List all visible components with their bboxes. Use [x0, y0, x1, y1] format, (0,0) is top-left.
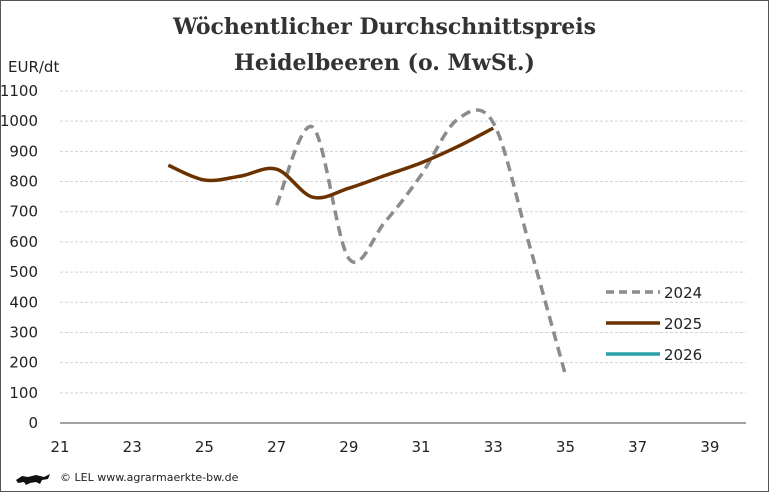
- footer-copyright: © LEL www.agrarmaerkte-bw.de: [60, 471, 239, 484]
- y-tick-label: 900: [9, 142, 38, 160]
- y-tick-label: 500: [9, 263, 38, 281]
- y-axis-label: EUR/dt: [8, 58, 60, 76]
- chart-title-line1: Wöchentlicher Durchschnittspreis: [172, 14, 597, 40]
- x-tick-label: 31: [412, 438, 431, 456]
- series-line-2024: [275, 108, 568, 376]
- y-tick-label: 0: [28, 414, 38, 432]
- y-tick-label: 800: [9, 173, 38, 191]
- x-tick-label: 29: [339, 438, 358, 456]
- x-tick-label: 37: [628, 438, 647, 456]
- y-tick-label: 100: [9, 384, 38, 402]
- legend-label-2026: 2026: [664, 346, 702, 364]
- y-tick-label: 400: [9, 293, 38, 311]
- legend-label-2024: 2024: [664, 284, 702, 302]
- series-line-2025: [167, 126, 495, 200]
- y-tick-label: 1000: [0, 112, 38, 130]
- x-tick-label: 39: [700, 438, 719, 456]
- y-tick-label: 1100: [0, 82, 38, 100]
- y-tick-label: 700: [9, 203, 38, 221]
- legend-label-2025: 2025: [664, 315, 702, 333]
- lion-logo-icon: [16, 474, 50, 485]
- x-tick-label: 35: [556, 438, 575, 456]
- x-tick-label: 25: [195, 438, 214, 456]
- x-tick-label: 27: [267, 438, 286, 456]
- x-tick-label: 21: [50, 438, 69, 456]
- chart-title-line2: Heidelbeeren (o. MwSt.): [234, 50, 535, 76]
- x-tick-label: 33: [484, 438, 503, 456]
- y-tick-label: 200: [9, 354, 38, 372]
- y-tick-label: 600: [9, 233, 38, 251]
- y-tick-label: 300: [9, 323, 38, 341]
- x-tick-label: 23: [123, 438, 142, 456]
